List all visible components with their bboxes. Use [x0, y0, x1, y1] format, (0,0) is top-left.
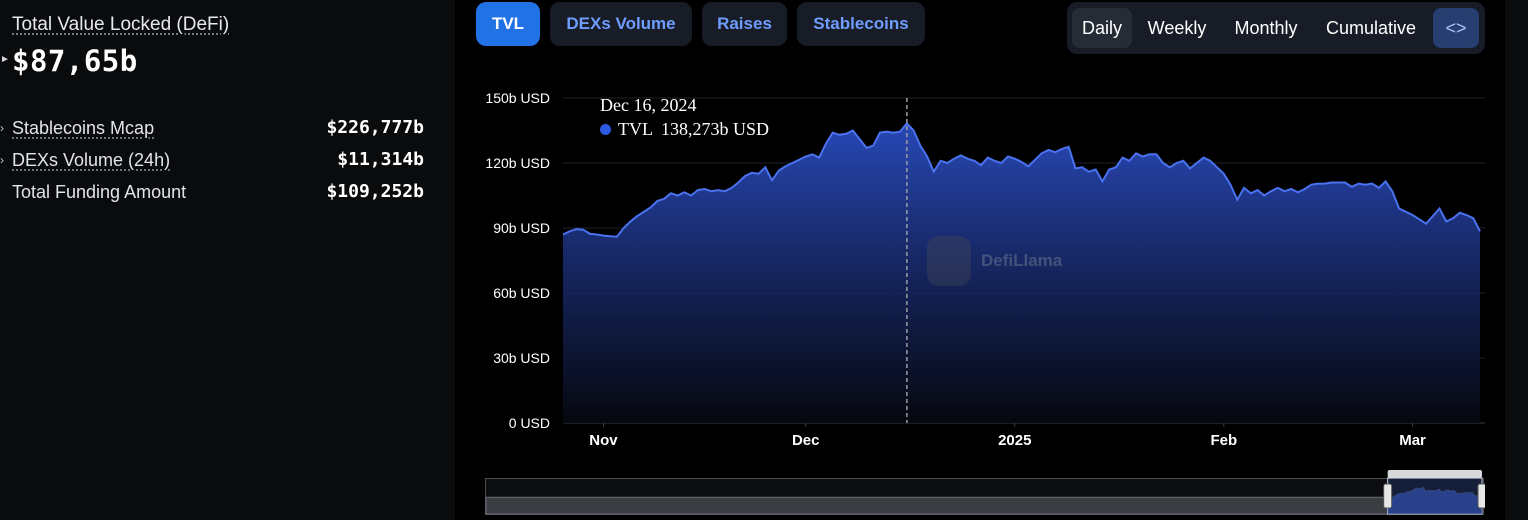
embed-code-button[interactable]: <> [1433, 8, 1479, 48]
code-icon: <> [1445, 17, 1467, 38]
stat-value: $109,252b [326, 181, 424, 202]
y-tick-label: 0 USD [509, 415, 550, 431]
brush-right-handle[interactable] [1477, 483, 1485, 509]
tab-dexs-volume[interactable]: DEXs Volume [550, 2, 692, 46]
summary-panel: Total Value Locked (DeFi) ► $87,65b › St… [0, 0, 455, 520]
x-tick-label: Nov [589, 432, 618, 449]
y-tick-label: 60b USD [493, 285, 550, 301]
stat-row-total-funding: Total Funding Amount $109,252b [0, 180, 440, 206]
stat-value: $11,314b [337, 149, 424, 170]
stat-row-stablecoins-mcap[interactable]: › Stablecoins Mcap $226,777b [0, 116, 440, 142]
stat-row-dexs-volume[interactable]: › DEXs Volume (24h) $11,314b [0, 148, 440, 174]
watermark-text: DefiLlama [981, 251, 1063, 270]
range-brush[interactable] [485, 470, 1485, 518]
defillama-watermark: DefiLlama [927, 236, 1062, 286]
brush-window-area [1387, 487, 1482, 514]
x-tick-label: Dec [792, 432, 820, 449]
llama-logo-icon [927, 236, 971, 286]
period-weekly-button[interactable]: Weekly [1147, 17, 1207, 38]
expand-chevron-icon[interactable]: › [0, 153, 4, 167]
tvl-value: $87,65b [12, 44, 138, 78]
y-tick-label: 90b USD [493, 220, 550, 236]
stat-label: Total Funding Amount [12, 182, 187, 202]
y-tick-label: 120b USD [485, 155, 550, 171]
tab-stablecoins[interactable]: Stablecoins [797, 2, 925, 46]
x-tick-label: 2025 [998, 432, 1031, 449]
period-daily-button[interactable]: Daily [1072, 8, 1132, 48]
series-dot-icon [600, 124, 611, 135]
period-cumulative-button[interactable]: Cumulative [1325, 17, 1417, 38]
tvl-area-chart[interactable]: 0 USD 30b USD 60b USD 90b USD 120b USD 150b U… [455, 60, 1500, 455]
brush-drag-handle[interactable] [1387, 470, 1482, 478]
chart-tooltip: Dec 16, 2024 TVL 138,273b USD [600, 95, 769, 140]
tvl-series-line [562, 121, 1481, 238]
period-selector: Daily Weekly Monthly Cumulative <> [1067, 2, 1485, 54]
stat-label: DEXs Volume (24h) [12, 150, 171, 170]
tooltip-value: 138,273b USD [661, 119, 770, 139]
x-tick-label: Feb [1210, 432, 1237, 449]
period-monthly-button[interactable]: Monthly [1234, 17, 1298, 38]
tooltip-series-name: TVL [618, 119, 653, 139]
tvl-label[interactable]: Total Value Locked (DeFi) [12, 14, 230, 35]
brush-left-handle[interactable] [1383, 483, 1393, 509]
tvl-chevron-icon: ► [0, 54, 10, 65]
expand-chevron-icon[interactable]: › [0, 121, 4, 135]
y-tick-label: 30b USD [493, 350, 550, 366]
x-tick-label: Mar [1399, 432, 1426, 449]
stat-label: Stablecoins Mcap [12, 118, 155, 138]
stat-value: $226,777b [326, 117, 424, 138]
tooltip-date: Dec 16, 2024 [600, 95, 697, 115]
y-tick-label: 150b USD [485, 90, 550, 106]
tab-raises[interactable]: Raises [702, 2, 787, 46]
tab-tvl[interactable]: TVL [476, 2, 540, 46]
tvl-area-fill [563, 123, 1480, 424]
page-edge [1505, 0, 1528, 520]
